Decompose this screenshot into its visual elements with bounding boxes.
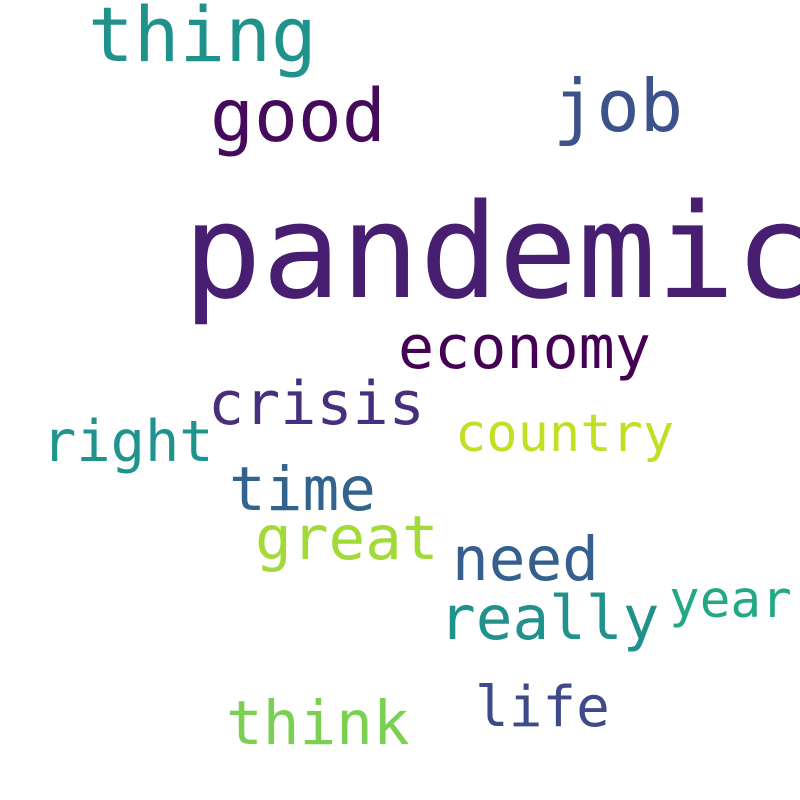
word-good: good xyxy=(210,74,386,159)
word-need: need xyxy=(452,524,599,595)
word-year: year xyxy=(669,571,792,630)
word-time: time xyxy=(229,454,376,525)
word-economy: economy xyxy=(398,313,651,383)
word-think: think xyxy=(226,688,410,759)
word-crisis: crisis xyxy=(208,369,425,439)
word-job: job xyxy=(553,64,684,148)
word-right: right xyxy=(42,409,214,475)
word-great: great xyxy=(255,503,439,574)
word-really: really xyxy=(439,583,660,654)
word-thing: thing xyxy=(88,0,317,79)
word-pandemic: pandemic xyxy=(183,175,800,328)
word-country: country xyxy=(455,404,675,464)
word-life: life xyxy=(475,675,610,740)
